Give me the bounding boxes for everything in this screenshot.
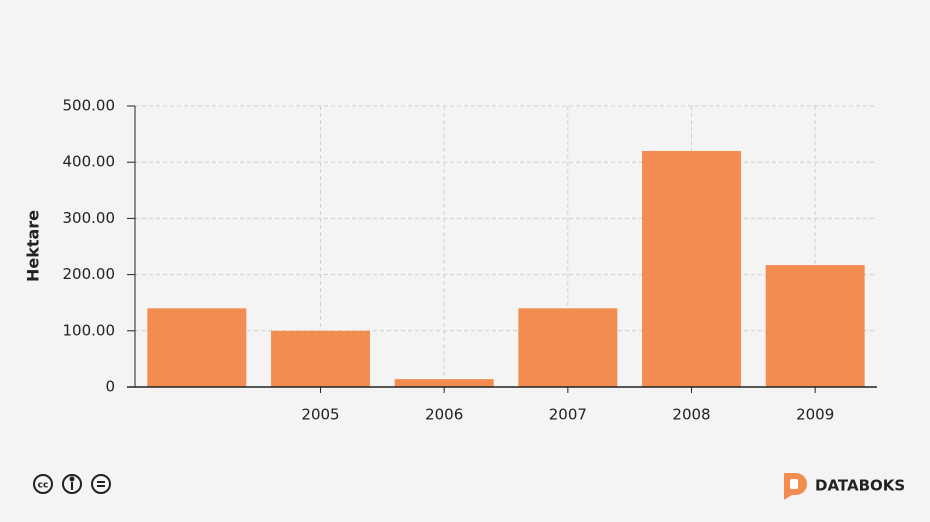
x-tick-label: 2008: [672, 406, 710, 424]
brand-name: DATABOKS: [815, 477, 905, 495]
y-tick-label: 0: [105, 378, 115, 396]
x-tick-label: 2009: [796, 406, 834, 424]
y-tick-label: 300.00: [63, 209, 116, 227]
license-icons: cc: [33, 474, 111, 494]
x-tick-label: 2005: [301, 406, 339, 424]
y-axis-label: Hektare: [24, 210, 43, 282]
y-tick-label: 200.00: [63, 265, 116, 283]
bar: [642, 150, 741, 387]
y-tick-label: 100.00: [63, 321, 116, 339]
svg-text:cc: cc: [38, 481, 49, 491]
bar: [394, 379, 494, 387]
x-tick-label: 2006: [425, 406, 463, 424]
bar: [518, 308, 618, 387]
brand-logo: DATABOKS: [784, 473, 905, 500]
bar: [765, 265, 865, 387]
y-tick-label: 400.00: [63, 153, 116, 171]
bar: [147, 308, 247, 387]
x-tick-label: 2007: [549, 406, 587, 424]
y-tick-label: 500.00: [63, 97, 116, 115]
plot-area: 0 100.00 200.00 300.00 400.00 500.00 2005 2006 2…: [63, 97, 877, 424]
bar: [271, 330, 370, 387]
